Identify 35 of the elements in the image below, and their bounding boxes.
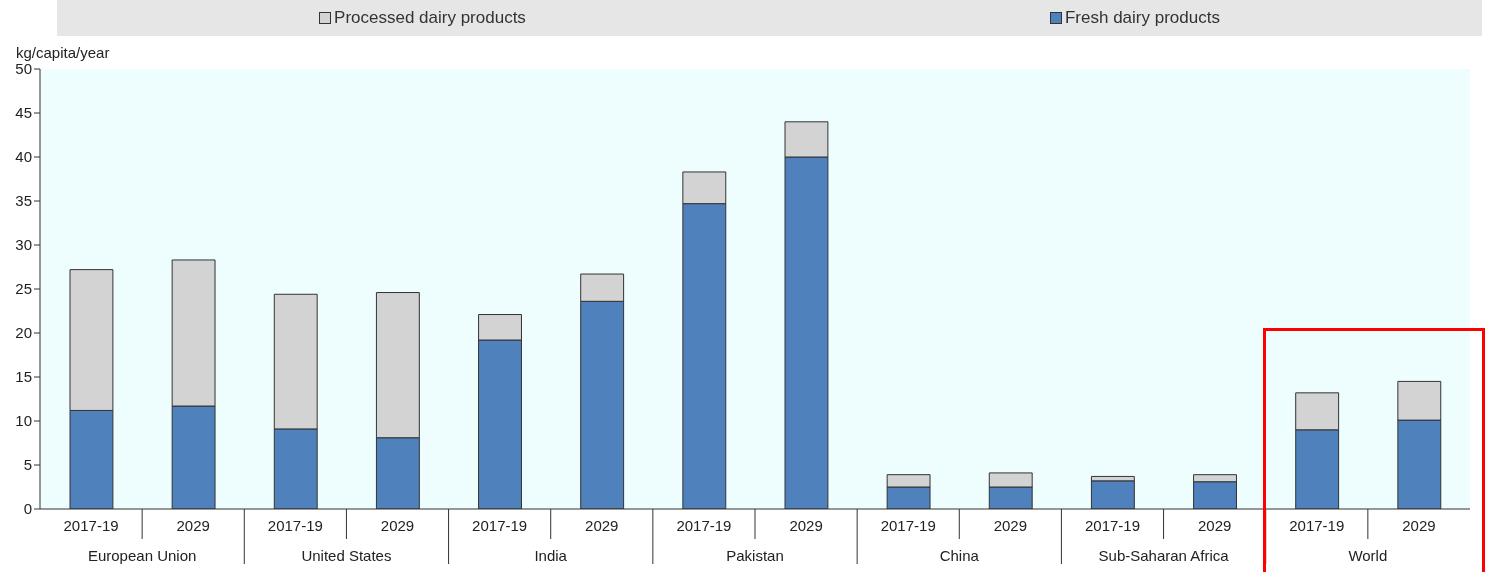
y-tick-label: 30 [15,236,32,254]
text: India [534,547,568,564]
y-tick-label: 5 [23,456,32,474]
y-tick-label: 50 [15,60,32,78]
y-tick-label: 45 [15,104,32,122]
x-tick-label: 2017-19 [267,517,323,534]
y-tick-label: 40 [15,148,32,166]
x-tick-label: 2029 [176,517,210,534]
y-tick-label: 25 [15,280,32,298]
text: World [1348,547,1388,564]
y-axis-title: kg/capita/year [15,43,111,61]
x-tick-label: 2017-19 [1289,517,1345,534]
text: Sub-Saharan Africa [1098,547,1230,564]
x-tick-label: 2017-19 [63,517,119,534]
x-tick-label: 2029 [380,517,415,534]
text: Pakistan [726,547,784,564]
x-tick-label: 2017-19 [472,517,528,534]
legend-label: Fresh dairy products [1064,8,1220,28]
x-tick-label: 2029 [585,517,619,534]
x-tick-label: 2029 [1197,517,1232,534]
x-tick-label: 2029 [1402,517,1436,534]
x-tick-label: 2017-19 [676,517,732,534]
text: China [939,547,980,564]
x-tick-label: 2029 [789,517,823,534]
y-tick-label: 35 [15,192,32,210]
text: European Union [87,547,197,564]
x-tick-label: 2017-19 [1084,517,1141,534]
x-tick-label: 2017-19 [880,517,936,534]
y-tick-label: 0 [23,500,32,518]
text: United States [301,547,392,564]
y-tick-label: 15 [15,368,32,386]
y-tick-label: 10 [15,412,32,430]
legend-label: Processed dairy products [333,8,526,28]
y-tick-label: 20 [15,324,32,342]
x-tick-label: 2029 [993,517,1028,534]
